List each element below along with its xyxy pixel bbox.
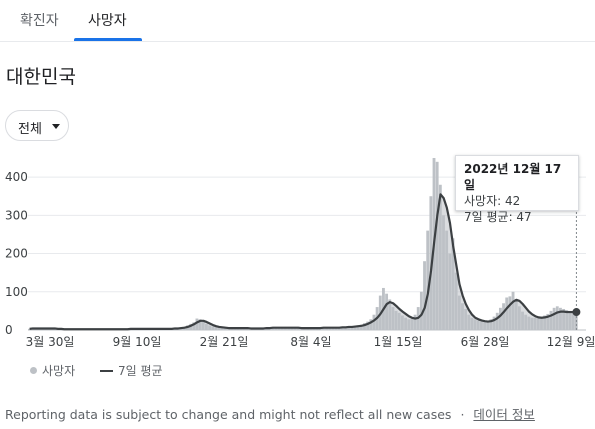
tooltip-average: 7일 평균: 47 xyxy=(464,210,532,224)
footer: Reporting data is subject to change and … xyxy=(5,404,535,423)
tab-deaths[interactable]: 사망자 xyxy=(88,13,127,29)
filter-dropdown-label: 전체 xyxy=(18,122,42,137)
x-tick-label: 12월 9일 xyxy=(547,335,595,349)
x-tick-label: 9월 10일 xyxy=(113,335,162,349)
bar xyxy=(426,230,430,330)
average-line xyxy=(29,193,577,331)
legend-dot-icon xyxy=(30,367,37,374)
average-area xyxy=(28,194,577,330)
bar xyxy=(419,291,423,330)
legend-label-average: 7일 평균 xyxy=(118,364,163,378)
tooltip-deaths: 사망자: 42 xyxy=(464,194,521,208)
y-tick-label: 200 xyxy=(5,247,28,261)
y-tick-label: 300 xyxy=(5,208,28,222)
bar xyxy=(423,261,426,330)
region-title: 대한민국 xyxy=(6,66,76,88)
about-data-link[interactable]: 데이터 정보 xyxy=(473,407,535,422)
x-tick-label: 6월 28일 xyxy=(461,335,510,349)
disclaimer-text: Reporting data is subject to change and … xyxy=(5,407,452,422)
x-tick-label: 8월 4일 xyxy=(290,335,331,349)
filter-dropdown[interactable]: 전체 xyxy=(5,110,69,141)
x-tick-label: 2월 21일 xyxy=(200,335,249,349)
caret-down-icon xyxy=(52,124,60,129)
legend-label-deaths: 사망자 xyxy=(42,364,76,378)
x-tick-label: 1월 15일 xyxy=(374,335,423,349)
y-tick-label: 400 xyxy=(5,170,28,184)
tab-confirmed-cases[interactable]: 확진자 xyxy=(20,13,59,29)
hover-point xyxy=(572,308,581,317)
y-tick-label: 100 xyxy=(5,285,28,299)
active-tab-indicator xyxy=(74,38,142,41)
y-tick-label: 0 xyxy=(5,323,13,337)
chart-tooltip: 2022년 12월 17일 사망자: 42 7일 평균: 47 xyxy=(455,155,579,224)
legend-line-icon xyxy=(100,370,113,372)
footer-separator: · xyxy=(460,407,465,422)
x-tick-label: 3월 30일 xyxy=(26,335,75,349)
tooltip-date: 2022년 12월 17일 xyxy=(464,162,562,192)
tab-bar: 확진자 사망자 xyxy=(0,0,595,42)
